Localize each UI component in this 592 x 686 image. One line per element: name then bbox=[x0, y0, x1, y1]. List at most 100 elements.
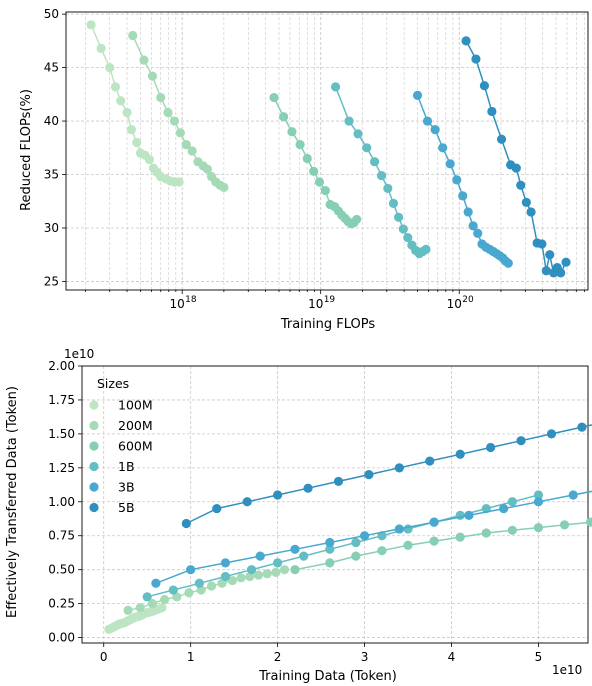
top-series-5 bbox=[412, 90, 513, 268]
top-data-point bbox=[445, 159, 455, 169]
top-data-point bbox=[430, 125, 440, 135]
bottom-x-axis-label: Training Data (Token) bbox=[258, 669, 397, 684]
top-x-tick-exponent: 19 bbox=[324, 295, 336, 305]
top-data-point bbox=[473, 228, 483, 238]
top-y-tick-label: 45 bbox=[44, 61, 59, 75]
bottom-data-point bbox=[425, 456, 435, 466]
bottom-chart: Training Data (Token) Effectively Transf… bbox=[5, 347, 592, 684]
bottom-data-point bbox=[273, 490, 283, 500]
bottom-y-tick-label: 1.50 bbox=[48, 427, 75, 441]
bottom-data-point bbox=[507, 525, 517, 535]
top-data-point bbox=[169, 116, 180, 126]
bottom-data-point bbox=[271, 567, 281, 577]
top-data-point bbox=[438, 143, 448, 153]
bottom-data-point bbox=[236, 573, 246, 583]
bottom-data-point bbox=[299, 551, 309, 561]
top-plot-frame bbox=[65, 11, 589, 291]
bottom-y-tick-label: 0.00 bbox=[48, 631, 75, 645]
top-data-point bbox=[202, 164, 212, 174]
bottom-y-tick-label: 1.75 bbox=[48, 393, 75, 407]
bottom-plot-frame bbox=[81, 365, 589, 644]
top-data-point bbox=[412, 90, 423, 100]
top-y-tick-label: 25 bbox=[44, 274, 59, 288]
bottom-series-600M bbox=[290, 517, 592, 575]
bottom-data-point bbox=[559, 520, 570, 530]
bottom-data-point bbox=[142, 592, 152, 602]
top-data-point bbox=[503, 258, 513, 268]
top-data-point bbox=[383, 183, 393, 194]
top-data-point bbox=[521, 197, 531, 207]
bottom-data-point bbox=[455, 449, 465, 459]
top-data-point bbox=[116, 96, 126, 106]
bottom-data-point bbox=[546, 429, 557, 439]
bottom-x-tick-label: 1 bbox=[187, 650, 195, 664]
top-data-point bbox=[388, 198, 399, 208]
bottom-data-point bbox=[403, 540, 413, 550]
bottom-data-point bbox=[568, 490, 578, 500]
bottom-data-point bbox=[481, 528, 491, 538]
top-data-point bbox=[314, 177, 325, 187]
bottom-data-point bbox=[220, 571, 231, 582]
top-data-point bbox=[496, 134, 507, 144]
bottom-data-point bbox=[577, 422, 587, 432]
bottom-y-offset-label: 1e10 bbox=[64, 347, 94, 361]
bottom-data-point bbox=[157, 603, 167, 613]
top-data-point bbox=[352, 214, 362, 225]
bottom-data-point bbox=[184, 588, 194, 598]
bottom-data-point bbox=[394, 463, 404, 473]
bottom-data-point bbox=[279, 565, 290, 575]
bottom-y-axis-label: Effectively Transferred Data (Token) bbox=[5, 386, 20, 618]
bottom-data-point bbox=[172, 592, 182, 602]
top-chart: Training FLOPs Reduced FLOPs(%) 25 30 35 40… bbox=[19, 7, 589, 332]
legend-marker bbox=[89, 441, 99, 451]
bottom-x-tick-label: 5 bbox=[535, 650, 543, 664]
bottom-data-point bbox=[181, 518, 191, 529]
top-data-point bbox=[487, 106, 497, 117]
top-data-point bbox=[422, 116, 433, 126]
top-data-point bbox=[174, 177, 184, 187]
bottom-data-point bbox=[333, 476, 344, 487]
bottom-data-point bbox=[262, 569, 272, 579]
bottom-data-point bbox=[303, 483, 313, 493]
top-series-2 bbox=[128, 30, 229, 192]
bottom-y-tick-label: 1.25 bbox=[48, 461, 75, 475]
top-data-point bbox=[302, 153, 312, 164]
bottom-data-point bbox=[253, 570, 264, 580]
top-data-point bbox=[96, 43, 106, 53]
bottom-y-tick-label: 0.50 bbox=[48, 563, 75, 577]
top-y-tick-label: 30 bbox=[44, 221, 59, 235]
top-data-point bbox=[147, 71, 158, 81]
top-series-line bbox=[334, 86, 427, 255]
top-data-point bbox=[376, 170, 387, 181]
top-y-tick-label: 40 bbox=[44, 114, 59, 128]
bottom-y-tick-label: 0.75 bbox=[48, 529, 75, 543]
bottom-data-point bbox=[507, 497, 517, 507]
top-data-point bbox=[458, 191, 468, 201]
top-data-point bbox=[362, 143, 372, 153]
legend-marker bbox=[89, 502, 99, 513]
top-data-point bbox=[353, 129, 363, 139]
top-data-point bbox=[320, 185, 330, 196]
bottom-x-offset-label: 1e10 bbox=[552, 663, 582, 677]
top-series-1 bbox=[86, 20, 184, 187]
bottom-data-point bbox=[194, 578, 204, 588]
top-data-point bbox=[398, 224, 408, 234]
top-y-tick-label: 35 bbox=[44, 168, 59, 182]
bottom-series-3B bbox=[151, 490, 592, 588]
top-data-point bbox=[511, 163, 521, 173]
bottom-data-point bbox=[394, 524, 404, 534]
top-data-point bbox=[105, 63, 115, 73]
top-data-point bbox=[122, 107, 132, 118]
bottom-y-tick-label: 2.00 bbox=[48, 359, 75, 373]
top-data-point bbox=[128, 30, 138, 41]
bottom-data-point bbox=[533, 522, 544, 533]
top-data-point bbox=[463, 207, 473, 217]
top-data-point bbox=[295, 139, 305, 150]
bottom-data-point bbox=[159, 594, 170, 605]
bottom-series-100M bbox=[104, 603, 167, 635]
top-data-point bbox=[344, 116, 354, 126]
bottom-data-point bbox=[206, 581, 217, 591]
top-data-point bbox=[370, 157, 380, 167]
bottom-y-tick-label: 0.25 bbox=[48, 597, 75, 611]
